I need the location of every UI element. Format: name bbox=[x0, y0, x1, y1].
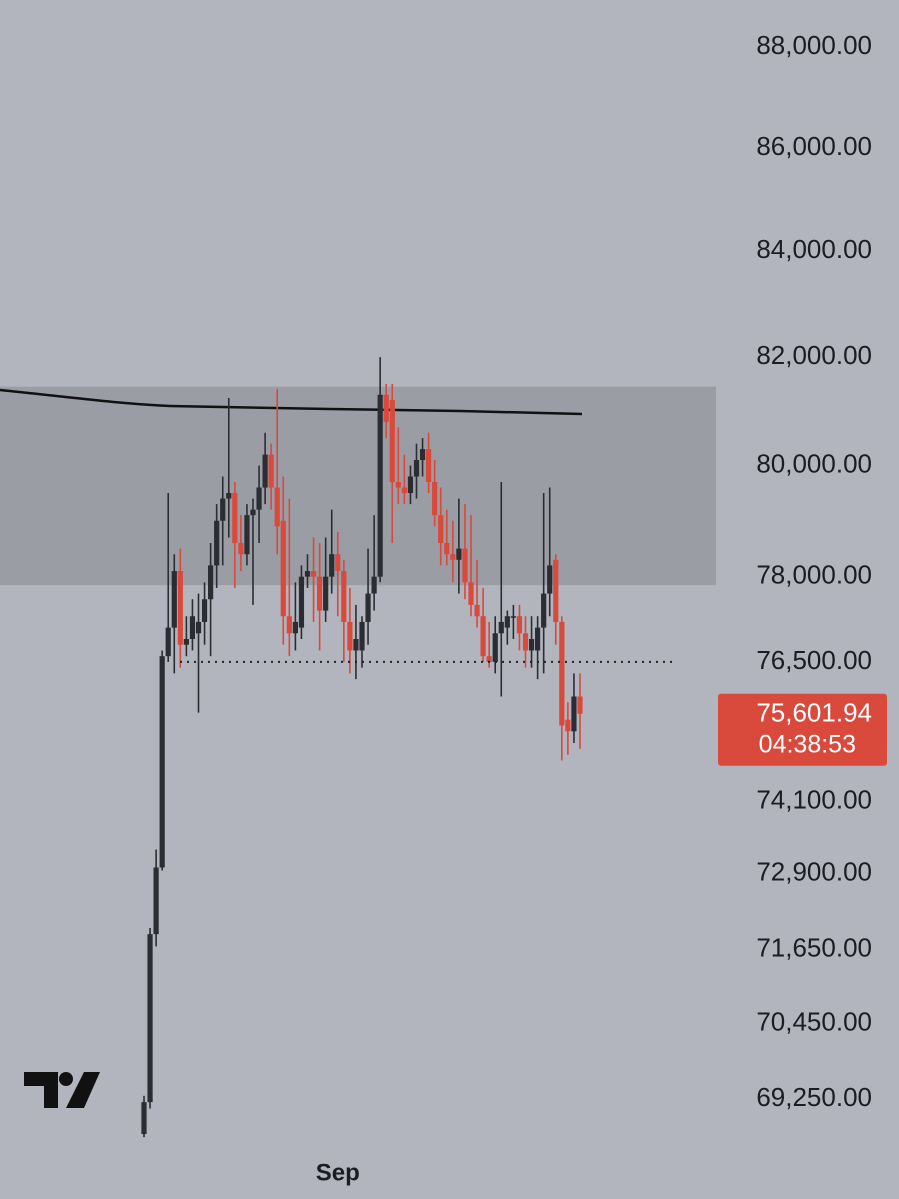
candle-body bbox=[189, 616, 196, 640]
y-tick-label: 69,250.00 bbox=[756, 1082, 872, 1112]
zone bbox=[0, 386, 716, 586]
candle-body bbox=[492, 633, 498, 662]
countdown: 04:38:53 bbox=[759, 730, 856, 758]
candle-body bbox=[329, 554, 335, 577]
y-tick-label: 71,650.00 bbox=[756, 932, 872, 962]
candle-body bbox=[498, 621, 504, 634]
candle-body bbox=[516, 616, 523, 634]
x-tick-label: Sep bbox=[316, 1159, 360, 1186]
y-tick-label: 76,500.00 bbox=[756, 645, 872, 675]
candle-body bbox=[341, 571, 347, 622]
candle-body bbox=[395, 482, 401, 488]
candle-body bbox=[214, 520, 220, 566]
candle-body bbox=[535, 627, 541, 651]
candle-body bbox=[577, 696, 583, 714]
y-tick-label: 88,000.00 bbox=[756, 30, 872, 60]
candle-body bbox=[486, 656, 492, 662]
candle-body bbox=[371, 576, 377, 594]
candle-body bbox=[165, 627, 171, 657]
candle-body bbox=[353, 639, 359, 651]
candle-body bbox=[171, 571, 177, 628]
y-tick-label: 86,000.00 bbox=[756, 131, 872, 161]
candle-body bbox=[553, 559, 559, 622]
tradingview-logo bbox=[24, 1072, 100, 1108]
last-price-tag bbox=[718, 693, 887, 766]
candle-body bbox=[141, 1102, 147, 1134]
candle-body bbox=[456, 548, 462, 560]
candle-body bbox=[565, 719, 571, 732]
candle-body bbox=[413, 460, 420, 477]
candle-body bbox=[274, 487, 280, 527]
y-tick-label: 82,000.00 bbox=[756, 340, 872, 370]
y-tick-label: 72,900.00 bbox=[756, 856, 872, 886]
candle-body bbox=[389, 400, 395, 483]
moving-average bbox=[0, 388, 583, 416]
candle-body bbox=[153, 867, 159, 935]
last-price-label: 75,601.94 bbox=[756, 698, 872, 728]
candle-body bbox=[238, 543, 244, 555]
candle-body bbox=[256, 487, 262, 510]
candle-body bbox=[220, 498, 226, 521]
candle-body bbox=[159, 656, 165, 868]
candle-body bbox=[347, 621, 353, 651]
candle-body bbox=[401, 487, 407, 494]
candle-body bbox=[541, 593, 547, 628]
zone-layer bbox=[0, 386, 716, 586]
candle-body bbox=[547, 565, 553, 594]
candle-body bbox=[438, 515, 444, 544]
candle-body bbox=[559, 621, 565, 726]
candle-body bbox=[250, 509, 256, 516]
candle-body bbox=[407, 476, 414, 494]
candle-body bbox=[147, 934, 153, 1103]
candle-body bbox=[310, 571, 317, 577]
candle-body bbox=[177, 571, 183, 645]
candle-body bbox=[280, 520, 286, 617]
candle-body bbox=[504, 616, 510, 628]
candle-body bbox=[244, 515, 250, 555]
y-tick-label: 70,450.00 bbox=[756, 1006, 872, 1036]
candle-body bbox=[335, 554, 341, 572]
y-tick-label: 78,000.00 bbox=[756, 560, 872, 590]
candle-body bbox=[268, 454, 274, 488]
candle-body bbox=[528, 639, 535, 651]
logo-part bbox=[24, 1072, 58, 1108]
candle-body bbox=[292, 621, 298, 634]
y-tick-label: 74,100.00 bbox=[756, 785, 872, 815]
candle-body bbox=[359, 621, 365, 651]
candle-body bbox=[232, 493, 238, 544]
candle-body bbox=[419, 449, 426, 461]
candle-body bbox=[444, 543, 450, 555]
candle-body bbox=[480, 616, 486, 657]
candle-body bbox=[365, 593, 371, 622]
candle-body bbox=[462, 548, 468, 583]
candle-body bbox=[468, 582, 474, 605]
y-tick-label: 80,000.00 bbox=[756, 448, 872, 478]
candle-body bbox=[298, 576, 305, 628]
candle-body bbox=[426, 449, 432, 483]
candle-body bbox=[317, 576, 323, 611]
candle-body bbox=[450, 554, 456, 560]
candle-body bbox=[377, 394, 383, 577]
candle-body bbox=[262, 454, 268, 488]
candle-body bbox=[208, 565, 214, 600]
candle-body bbox=[474, 604, 480, 617]
candle-body bbox=[304, 571, 311, 577]
candles bbox=[141, 357, 583, 1138]
candle-body bbox=[226, 493, 232, 499]
candle-body bbox=[510, 616, 516, 618]
y-tick-label: 84,000.00 bbox=[756, 234, 872, 264]
candle-body bbox=[201, 599, 208, 622]
candle-body bbox=[522, 633, 529, 651]
candle-body bbox=[432, 482, 438, 516]
candle-body bbox=[383, 394, 389, 422]
logo-part bbox=[59, 1072, 73, 1086]
candle-body bbox=[183, 639, 189, 645]
candle-body bbox=[323, 576, 329, 611]
candle-body bbox=[286, 616, 292, 634]
candle-body bbox=[571, 696, 577, 732]
candle-body bbox=[195, 621, 202, 634]
logo-part bbox=[66, 1072, 100, 1108]
